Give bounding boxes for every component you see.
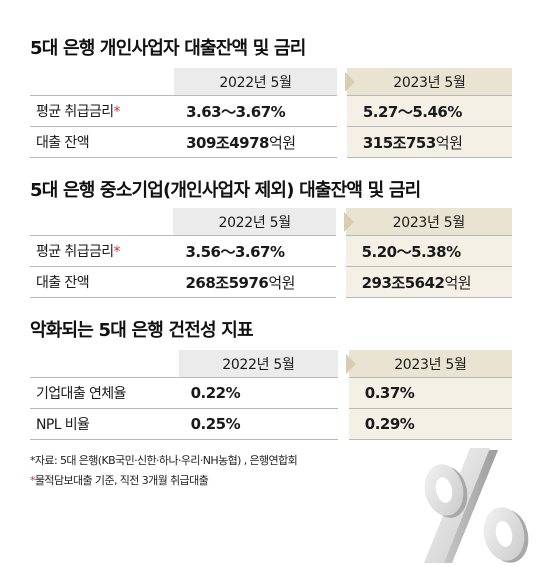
section-sole-proprietor-loans: 5대 은행 개인사업자 대출잔액 및 금리 2022년 5월 2023년 5월 … <box>30 34 512 158</box>
row-label: 기업대출 연체율 <box>30 377 179 409</box>
value-2022: 0.22% <box>178 377 339 409</box>
value-2022: 0.25% <box>178 408 339 440</box>
sme-table: 2022년 5월 2023년 5월 평균 취급금리* 3.56〜3.67% 5.… <box>30 208 512 298</box>
value-2022: 3.63〜3.67% <box>174 95 338 127</box>
table-header-row: 2022년 5월 2023년 5월 <box>30 68 512 96</box>
arrow-right-icon <box>343 212 354 232</box>
value-2022: 268조5976억원 <box>173 266 336 298</box>
basis-note: *물적담보대출 기준, 직전 3개월 취급대출 <box>30 474 209 487</box>
source-note: *자료: 5대 은행(KB국민·신한·하나·우리·NH농협) , 은행연합회 <box>30 454 298 467</box>
row-label: 평균 취급금리* <box>30 235 174 267</box>
table-header-row: 2022년 5월 2023년 5월 <box>30 350 512 378</box>
value-2023: 5.27〜5.46% <box>346 95 512 127</box>
value-2023: 0.37% <box>348 377 512 409</box>
year-header-2023: 2023년 5월 <box>346 68 512 96</box>
value-2023: 0.29% <box>348 408 512 440</box>
row-label: 평균 취급금리* <box>30 95 175 127</box>
table-row: 대출 잔액 309조4978억원 315조753억원 <box>30 126 512 158</box>
sole-proprietor-table: 2022년 5월 2023년 5월 평균 취급금리* 3.63〜3.67% 5.… <box>30 68 512 158</box>
percent-sign-3d-icon <box>400 440 540 563</box>
row-label: NPL 비율 <box>30 408 179 440</box>
year-header-2022: 2022년 5월 <box>173 208 354 236</box>
value-2023: 293조5642억원 <box>345 266 512 298</box>
year-header-2022: 2022년 5월 <box>178 350 357 378</box>
footnotes: *자료: 5대 은행(KB국민·신한·하나·우리·NH농협) , 은행연합회 *… <box>30 451 298 491</box>
section-soundness-indicators: 악화되는 5대 은행 건전성 지표 2022년 5월 2023년 5월 기업대출… <box>30 316 512 440</box>
year-header-2023: 2023년 5월 <box>348 350 512 378</box>
section-title: 5대 은행 중소기업(개인사업자 제외) 대출잔액 및 금리 <box>30 180 421 201</box>
arrow-right-icon <box>345 72 356 92</box>
value-2023: 5.20〜5.38% <box>345 235 512 267</box>
value-2022: 3.56〜3.67% <box>173 235 336 267</box>
value-2022: 309조4978억원 <box>174 126 338 158</box>
year-header-2023: 2023년 5월 <box>345 208 512 236</box>
table-row: 대출 잔액 268조5976억원 293조5642억원 <box>30 266 512 298</box>
section-sme-loans: 5대 은행 중소기업(개인사업자 제외) 대출잔액 및 금리 2022년 5월 … <box>30 176 512 298</box>
row-label: 대출 잔액 <box>30 266 174 298</box>
value-2023: 315조753억원 <box>346 126 512 158</box>
section-title: 5대 은행 개인사업자 대출잔액 및 금리 <box>30 38 306 59</box>
soundness-table: 2022년 5월 2023년 5월 기업대출 연체율 0.22% 0.37% N… <box>30 350 512 440</box>
arrow-right-icon <box>346 354 357 374</box>
table-row: 평균 취급금리* 3.56〜3.67% 5.20〜5.38% <box>30 235 512 267</box>
table-row: NPL 비율 0.25% 0.29% <box>30 408 512 440</box>
table-header-row: 2022년 5월 2023년 5월 <box>30 208 512 236</box>
table-row: 기업대출 연체율 0.22% 0.37% <box>30 377 512 409</box>
table-row: 평균 취급금리* 3.63〜3.67% 5.27〜5.46% <box>30 95 512 127</box>
year-header-2022: 2022년 5월 <box>174 68 356 96</box>
row-label: 대출 잔액 <box>30 126 175 158</box>
section-title: 악화되는 5대 은행 건전성 지표 <box>30 320 254 341</box>
